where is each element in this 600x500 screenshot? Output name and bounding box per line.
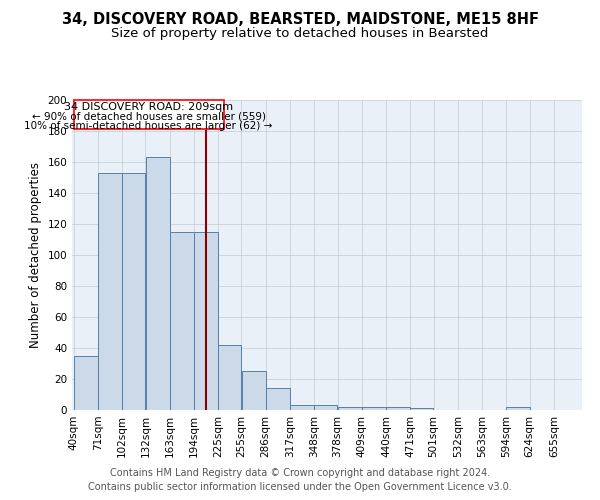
- Bar: [122, 173, 145, 410]
- Bar: [98, 173, 122, 410]
- Bar: [410, 408, 433, 410]
- Text: 34 DISCOVERY ROAD: 209sqm: 34 DISCOVERY ROAD: 209sqm: [64, 102, 233, 113]
- Text: 10% of semi-detached houses are larger (62) →: 10% of semi-detached houses are larger (…: [25, 121, 273, 131]
- Bar: [362, 407, 386, 410]
- Bar: [506, 407, 530, 410]
- Text: Size of property relative to detached houses in Bearsted: Size of property relative to detached ho…: [112, 27, 488, 40]
- Bar: [386, 407, 410, 410]
- Bar: [146, 158, 170, 410]
- Bar: [218, 345, 241, 410]
- FancyBboxPatch shape: [74, 100, 224, 130]
- Text: 34, DISCOVERY ROAD, BEARSTED, MAIDSTONE, ME15 8HF: 34, DISCOVERY ROAD, BEARSTED, MAIDSTONE,…: [62, 12, 539, 28]
- Bar: [242, 371, 266, 410]
- Bar: [314, 406, 337, 410]
- Bar: [170, 232, 194, 410]
- Bar: [266, 388, 290, 410]
- Bar: [290, 406, 314, 410]
- Text: Contains HM Land Registry data © Crown copyright and database right 2024.
Contai: Contains HM Land Registry data © Crown c…: [88, 468, 512, 492]
- Text: ← 90% of detached houses are smaller (559): ← 90% of detached houses are smaller (55…: [32, 112, 266, 122]
- Y-axis label: Number of detached properties: Number of detached properties: [29, 162, 42, 348]
- Bar: [194, 232, 218, 410]
- Bar: [338, 407, 362, 410]
- Bar: [74, 356, 98, 410]
